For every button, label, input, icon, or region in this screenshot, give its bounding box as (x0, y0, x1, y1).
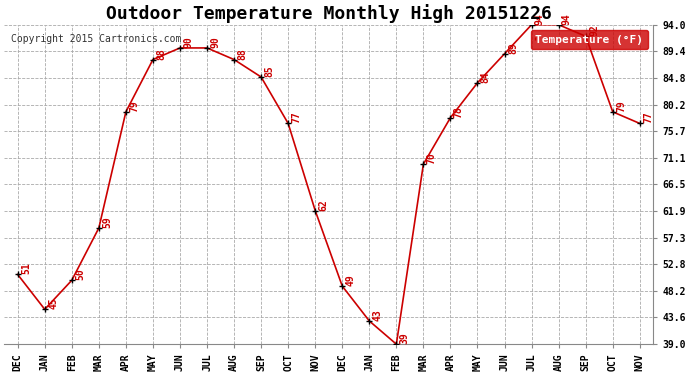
Legend: Temperature (°F): Temperature (°F) (531, 30, 648, 49)
Text: 78: 78 (454, 106, 464, 118)
Text: 50: 50 (75, 268, 85, 280)
Text: 90: 90 (210, 36, 220, 48)
Text: 43: 43 (373, 309, 383, 321)
Text: 79: 79 (129, 100, 139, 112)
Text: 51: 51 (21, 263, 31, 274)
Text: 39: 39 (400, 332, 410, 344)
Text: 85: 85 (264, 65, 275, 77)
Text: Copyright 2015 Cartronics.com: Copyright 2015 Cartronics.com (10, 34, 181, 44)
Text: 77: 77 (291, 112, 302, 123)
Title: Outdoor Temperature Monthly High 20151226: Outdoor Temperature Monthly High 2015122… (106, 4, 552, 23)
Text: 70: 70 (426, 152, 437, 164)
Text: 88: 88 (237, 48, 248, 60)
Text: 77: 77 (643, 112, 653, 123)
Text: 62: 62 (319, 199, 328, 211)
Text: 45: 45 (48, 298, 58, 309)
Text: 94: 94 (535, 13, 545, 25)
Text: 79: 79 (616, 100, 626, 112)
Text: 92: 92 (589, 25, 599, 36)
Text: 94: 94 (562, 13, 572, 25)
Text: 84: 84 (481, 71, 491, 83)
Text: 88: 88 (156, 48, 166, 60)
Text: 49: 49 (346, 274, 355, 286)
Text: 90: 90 (184, 36, 193, 48)
Text: 59: 59 (102, 216, 112, 228)
Text: 89: 89 (508, 42, 518, 54)
